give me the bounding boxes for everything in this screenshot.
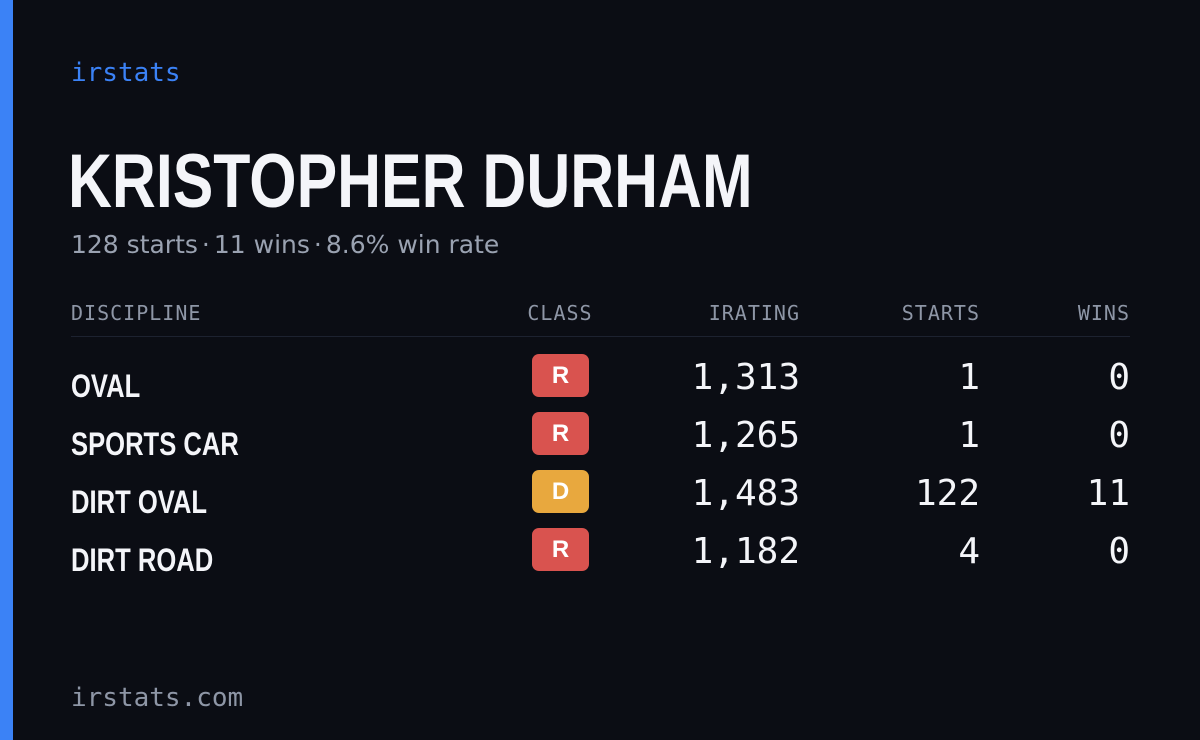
starts-value: 1 — [958, 415, 980, 456]
table-row: DIRT OVAL D 1,483 122 11 — [71, 470, 1130, 528]
player-summary: 128 starts · 11 wins · 8.6% win rate — [71, 228, 499, 262]
irating-value: 1,313 — [691, 357, 800, 398]
table-row: OVAL R 1,313 1 0 — [71, 354, 1130, 412]
wins-count: 11 wins — [213, 230, 310, 259]
wins-value: 0 — [1108, 357, 1130, 398]
class-badge: R — [532, 412, 589, 455]
starts-value: 1 — [958, 357, 980, 398]
starts-value: 122 — [914, 473, 980, 514]
irating-value: 1,483 — [691, 473, 800, 514]
accent-bar — [0, 0, 13, 740]
class-badge: D — [532, 470, 589, 513]
discipline-name: SPORTS CAR — [71, 426, 239, 462]
wins-value: 0 — [1108, 415, 1130, 456]
discipline-name: DIRT ROAD — [71, 542, 214, 578]
header-class: CLASS — [527, 301, 593, 325]
header-irating: IRATING — [708, 301, 800, 325]
irating-value: 1,265 — [691, 415, 800, 456]
license-table: DISCIPLINE CLASS IRATING STARTS WINS OVA… — [71, 298, 1130, 578]
header-discipline: DISCIPLINE — [71, 301, 202, 325]
header-starts: STARTS — [901, 301, 980, 325]
table-row: DIRT ROAD R 1,182 4 0 — [71, 528, 1130, 586]
wins-value: 0 — [1108, 531, 1130, 572]
player-name: KRISTOPHER DURHAM — [68, 139, 753, 224]
summary-separator: · — [201, 230, 210, 259]
class-badge: R — [532, 528, 589, 571]
discipline-name: DIRT OVAL — [71, 484, 208, 520]
brand-logo: irstats — [71, 58, 181, 88]
table-header: DISCIPLINE CLASS IRATING STARTS WINS — [71, 298, 1130, 337]
header-wins: WINS — [1077, 301, 1130, 325]
discipline-name: OVAL — [71, 368, 141, 404]
class-badge: R — [532, 354, 589, 397]
table-row: SPORTS CAR R 1,265 1 0 — [71, 412, 1130, 470]
win-rate: 8.6% win rate — [325, 230, 500, 259]
irating-value: 1,182 — [691, 531, 800, 572]
wins-value: 11 — [1086, 473, 1130, 514]
footer-url: irstats.com — [71, 683, 244, 713]
starts-value: 4 — [958, 531, 980, 572]
summary-separator: · — [313, 230, 322, 259]
starts-count: 128 starts — [71, 230, 198, 259]
